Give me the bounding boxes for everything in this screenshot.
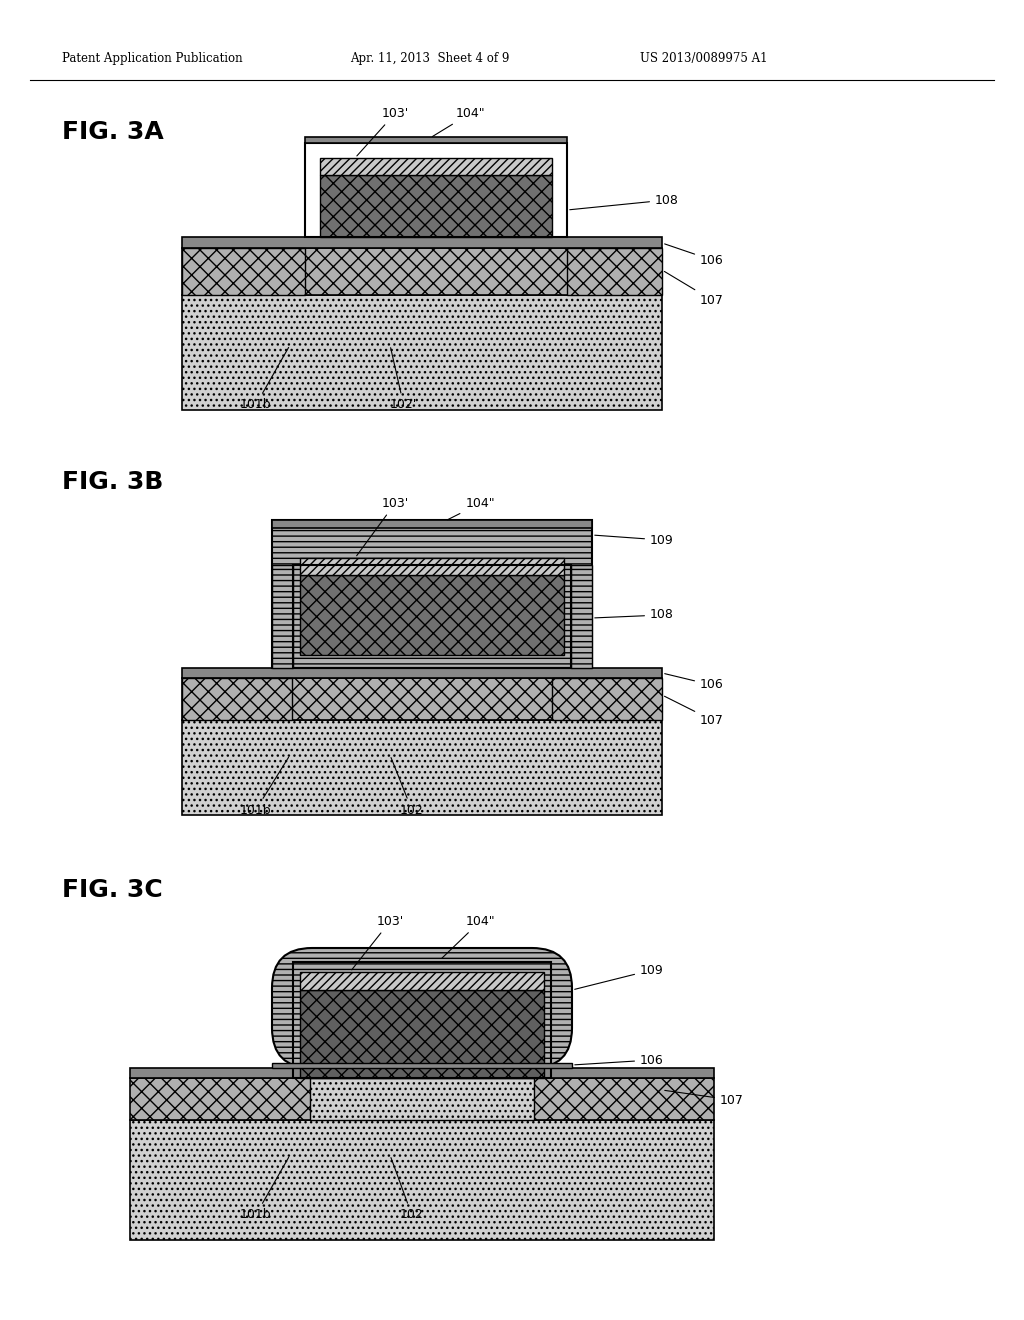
Text: 106: 106 (665, 673, 724, 692)
Text: US 2013/0089975 A1: US 2013/0089975 A1 (640, 51, 768, 65)
Text: FIG. 3B: FIG. 3B (62, 470, 164, 494)
Text: FIG. 3A: FIG. 3A (62, 120, 164, 144)
Bar (305, 137, 567, 143)
Bar (571, 565, 592, 668)
Text: 108: 108 (569, 194, 679, 210)
Text: 108: 108 (595, 609, 674, 622)
Bar (300, 972, 544, 990)
Text: 106: 106 (665, 244, 724, 267)
Bar (293, 962, 551, 1078)
Bar (305, 143, 567, 238)
Text: 101b: 101b (240, 758, 289, 817)
Text: 103': 103' (351, 915, 403, 970)
Bar (130, 1068, 714, 1078)
Text: 104": 104" (432, 107, 484, 136)
Bar (182, 719, 662, 814)
Bar (182, 668, 662, 678)
Text: 109: 109 (595, 533, 674, 546)
Text: 103': 103' (356, 498, 409, 556)
Bar (552, 678, 662, 719)
Bar (272, 1063, 572, 1068)
Bar (130, 1119, 714, 1239)
FancyBboxPatch shape (272, 948, 572, 1068)
Bar (182, 238, 662, 248)
Bar (182, 678, 662, 719)
Text: 107: 107 (665, 696, 724, 726)
Text: 106: 106 (574, 1053, 664, 1067)
Text: FIG. 3C: FIG. 3C (62, 878, 163, 902)
Bar (182, 678, 292, 719)
Text: 107: 107 (665, 1090, 743, 1106)
Text: 101b: 101b (240, 1158, 289, 1221)
Bar (300, 576, 564, 655)
Text: Patent Application Publication: Patent Application Publication (62, 51, 243, 65)
Bar (310, 1078, 534, 1119)
Bar (182, 248, 305, 294)
Bar (182, 248, 662, 294)
Text: Apr. 11, 2013  Sheet 4 of 9: Apr. 11, 2013 Sheet 4 of 9 (350, 51, 509, 65)
Text: 104": 104" (442, 915, 495, 958)
Bar (272, 520, 592, 668)
Bar (319, 176, 552, 238)
Text: 102': 102' (390, 347, 417, 412)
Text: 102: 102 (391, 758, 424, 817)
Text: 101b: 101b (240, 347, 289, 412)
Bar (182, 294, 662, 411)
Text: 107: 107 (665, 272, 724, 306)
Bar (319, 158, 552, 176)
Text: 102: 102 (391, 1158, 424, 1221)
Bar (293, 565, 571, 668)
Bar (130, 1078, 714, 1119)
Bar (300, 558, 564, 576)
Bar (300, 990, 544, 1078)
Text: 104": 104" (447, 498, 495, 520)
Bar (272, 565, 293, 668)
Bar (272, 520, 592, 528)
Text: 109: 109 (574, 964, 664, 989)
Text: 103': 103' (356, 107, 409, 156)
Bar (567, 248, 662, 294)
